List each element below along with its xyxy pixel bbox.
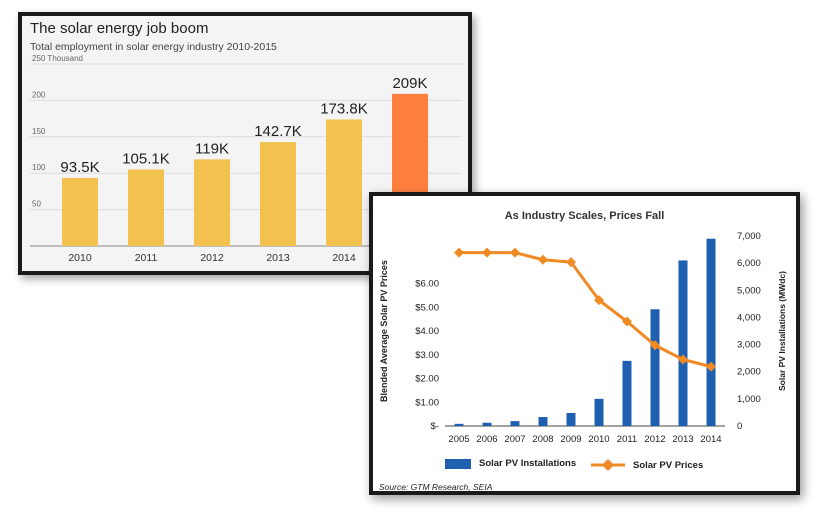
bar [454, 423, 464, 426]
legend-swatch-bar [445, 458, 471, 469]
price-line [459, 251, 712, 369]
price-point [678, 354, 688, 365]
y-left-tick-label: $5.00 [415, 302, 439, 313]
x-tick-label: 2014 [332, 252, 356, 264]
bar [128, 169, 164, 246]
price-point [510, 247, 520, 258]
x-tick-label: 2012 [200, 252, 224, 264]
price-point [622, 316, 632, 327]
y-left-tick-label: $- [431, 421, 439, 432]
data-label: 93.5K [60, 159, 99, 176]
price-point [566, 257, 576, 268]
y-tick-label: 150 [32, 127, 46, 136]
y-tick-label: 50 [32, 200, 41, 209]
y-right-tick-label: 2,000 [737, 367, 761, 378]
x-tick-label: 2011 [617, 434, 637, 445]
legend-label: Solar PV Installations [479, 458, 577, 469]
price-point [594, 295, 604, 306]
y-right-axis-title: Solar PV Installations (MWdc) [777, 271, 787, 391]
y-left-tick-label: $1.00 [415, 397, 439, 408]
x-tick-label: 2010 [68, 252, 92, 264]
x-tick-label: 2011 [135, 252, 158, 264]
bar [510, 421, 520, 426]
price-point [706, 361, 716, 372]
x-tick-label: 2013 [266, 252, 290, 264]
x-tick-label: 2008 [532, 434, 553, 445]
price-point [482, 247, 492, 258]
chart-title: The solar energy job boom [30, 20, 209, 37]
bar [538, 417, 548, 426]
bar [194, 159, 230, 246]
jobs-chart-card: The solar energy job boom Total employme… [18, 12, 472, 275]
bar [706, 238, 716, 426]
price-point [538, 254, 548, 265]
y-right-tick-label: 3,000 [737, 340, 761, 351]
data-label: 142.7K [254, 123, 302, 140]
y-left-tick-label: $4.00 [415, 326, 439, 337]
y-unit-label: 250 Thousand [32, 54, 83, 63]
chart-title: As Industry Scales, Prices Fall [504, 210, 665, 222]
data-label: 119K [195, 140, 229, 157]
prices-combo-chart: $- $1.00 $2.00 $3.00 $4.00 $5.00 $6.00 0 1,000 2,… [379, 231, 787, 445]
data-label: 173.8K [320, 100, 368, 117]
x-tick-label: 2012 [644, 434, 665, 445]
y-right-tick-label: 0 [737, 421, 742, 432]
legend-swatch-line [591, 459, 625, 471]
y-right-tick-label: 7,000 [737, 231, 761, 242]
chart-source: Source: GTM Research, SEIA [379, 482, 493, 492]
x-tick-label: 2006 [476, 434, 497, 445]
bar [566, 412, 576, 426]
x-tick-label: 2010 [588, 434, 609, 445]
y-tick-label: 100 [32, 163, 46, 172]
bar [622, 360, 632, 426]
x-tick-label: 2009 [560, 434, 581, 445]
y-left-tick-label: $2.00 [415, 374, 439, 385]
legend-item-installations: Solar PV Installations [445, 458, 576, 469]
price-point [454, 247, 464, 258]
x-tick-label: 2014 [700, 434, 721, 445]
jobs-bar-chart: 250 Thousand 50 100 150 200 93.5K 2010 105.1K 20… [30, 54, 462, 271]
y-right-tick-label: 6,000 [737, 258, 761, 269]
chart-subtitle: Total employment in solar energy industr… [30, 41, 277, 53]
x-tick-label: 2005 [448, 434, 469, 445]
bar [482, 422, 492, 426]
bar [650, 309, 660, 426]
data-label: 209K [392, 75, 427, 92]
x-tick-label: 2013 [672, 434, 693, 445]
y-left-tick-label: $3.00 [415, 350, 439, 361]
bar [260, 142, 296, 246]
y-tick-label: 200 [32, 90, 46, 99]
price-point [650, 340, 660, 351]
bar [62, 177, 98, 246]
bar [678, 260, 688, 426]
y-right-tick-label: 4,000 [737, 312, 761, 323]
legend-label: Solar PV Prices [633, 459, 704, 471]
legend-item-prices: Solar PV Prices [591, 458, 703, 472]
data-label: 105.1K [122, 150, 170, 167]
bar [594, 398, 604, 426]
y-left-tick-label: $6.00 [415, 279, 439, 290]
y-right-tick-label: 1,000 [737, 394, 761, 405]
x-tick-label: 2007 [504, 434, 525, 445]
prices-chart-card: As Industry Scales, Prices Fall $- $1.00 $… [369, 192, 800, 495]
y-right-tick-label: 5,000 [737, 285, 761, 296]
bar [326, 119, 362, 246]
y-left-axis-title: Blended Average Solar PV Prices [379, 260, 389, 402]
